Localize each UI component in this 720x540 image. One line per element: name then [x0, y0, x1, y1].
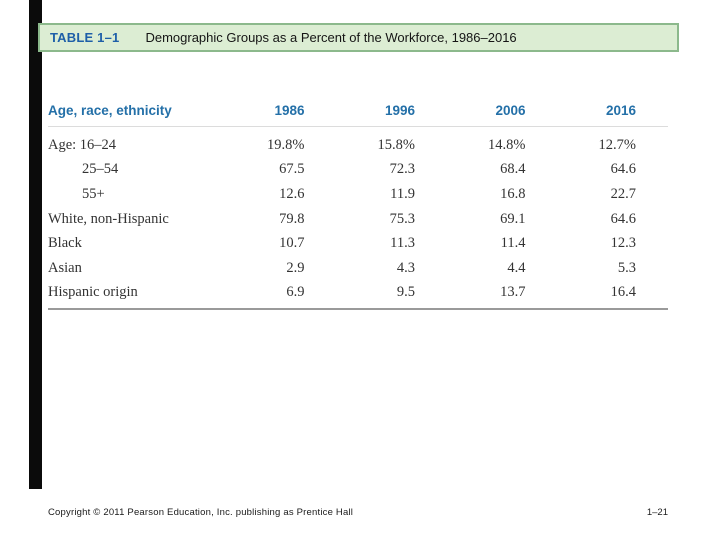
row-label: Age: 16–24 [48, 136, 117, 153]
cell-value: 11.9 [390, 185, 415, 202]
cell-value: 12.3 [610, 235, 636, 252]
row-label: 25–54 [82, 161, 119, 178]
table-bottom-rule [48, 308, 668, 311]
cell-value: 12.7% [598, 136, 636, 153]
cell-value: 68.4 [500, 161, 526, 178]
cell-value: 2.9 [286, 259, 305, 276]
row-header-label: Age, race, ethnicity [48, 103, 172, 118]
cell-value: 10.7 [279, 235, 305, 252]
cell-value: 12.6 [279, 185, 305, 202]
table-title: Demographic Groups as a Percent of the W… [145, 30, 517, 45]
table-caption-box: TABLE 1–1 Demographic Groups as a Percen… [38, 23, 679, 52]
table-row: 55+ 12.6 11.9 16.8 22.7 [48, 182, 668, 207]
cell-value: 9.5 [396, 284, 415, 301]
demographics-table: Age, race, ethnicity 1986 1996 2006 2016… [48, 101, 668, 311]
row-label: Black [48, 235, 82, 252]
table-row: Asian 2.9 4.3 4.4 5.3 [48, 256, 668, 281]
table-row: 25–54 67.5 72.3 68.4 64.6 [48, 158, 668, 183]
left-edge-bar [29, 0, 42, 489]
cell-value: 16.8 [500, 185, 526, 202]
cell-value: 11.3 [390, 235, 415, 252]
cell-value: 22.7 [610, 185, 636, 202]
column-header-2016: 2016 [605, 103, 636, 118]
copyright-text: Copyright © 2011 Pearson Education, Inc.… [48, 507, 354, 518]
header-divider [48, 126, 668, 127]
cell-value: 6.9 [286, 284, 305, 301]
row-label: Hispanic origin [48, 284, 138, 301]
table-row: Age: 16–24 19.8% 15.8% 14.8% 12.7% [48, 133, 668, 158]
cell-value: 19.8% [267, 136, 305, 153]
table-row: White, non-Hispanic 79.8 75.3 69.1 64.6 [48, 207, 668, 232]
cell-value: 15.8% [377, 136, 415, 153]
cell-value: 79.8 [279, 210, 305, 227]
cell-value: 4.4 [507, 259, 526, 276]
cell-value: 67.5 [279, 161, 305, 178]
slide-page-number: 1–21 [646, 507, 668, 518]
cell-value: 69.1 [500, 210, 526, 227]
cell-value: 16.4 [610, 284, 636, 301]
cell-value: 14.8% [488, 136, 526, 153]
table-row: Black 10.7 11.3 11.4 12.3 [48, 231, 668, 256]
row-label: 55+ [82, 185, 105, 202]
cell-value: 13.7 [500, 284, 526, 301]
row-label: White, non-Hispanic [48, 210, 169, 227]
table-header-row: Age, race, ethnicity 1986 1996 2006 2016 [48, 101, 668, 124]
row-label: Asian [48, 259, 82, 276]
cell-value: 4.3 [396, 259, 415, 276]
cell-value: 75.3 [389, 210, 415, 227]
column-header-1986: 1986 [274, 103, 305, 118]
table-row: Hispanic origin 6.9 9.5 13.7 16.4 [48, 281, 668, 306]
column-header-2006: 2006 [495, 103, 526, 118]
column-header-1996: 1996 [384, 103, 415, 118]
cell-value: 11.4 [500, 235, 526, 252]
cell-value: 72.3 [389, 161, 415, 178]
table-number-label: TABLE 1–1 [50, 30, 120, 45]
table-body: Age: 16–24 19.8% 15.8% 14.8% 12.7% 25–54… [48, 133, 668, 305]
cell-value: 64.6 [610, 161, 636, 178]
cell-value: 64.6 [610, 210, 636, 227]
cell-value: 5.3 [617, 259, 636, 276]
